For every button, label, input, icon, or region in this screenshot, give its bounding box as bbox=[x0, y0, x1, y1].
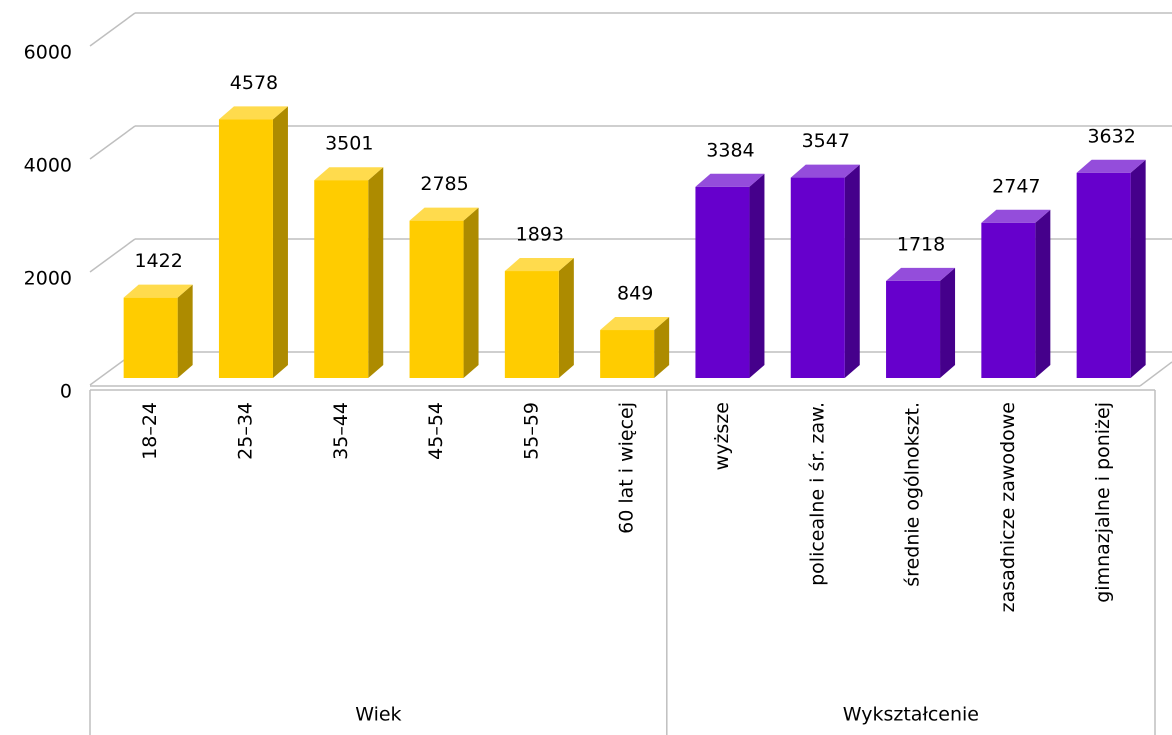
x-tick-label: 18–24 bbox=[139, 402, 161, 460]
bar bbox=[123, 297, 178, 378]
bar-side bbox=[558, 258, 574, 378]
bar bbox=[218, 119, 273, 378]
x-tick-label: zasadnicze zawodowe bbox=[997, 402, 1019, 612]
data-label: 3501 bbox=[325, 133, 373, 155]
data-label: 3384 bbox=[706, 139, 754, 161]
bar bbox=[790, 177, 845, 378]
bar-side bbox=[177, 284, 193, 378]
bar bbox=[409, 220, 464, 378]
grid-line bbox=[89, 125, 136, 160]
floor-edge bbox=[1139, 361, 1172, 387]
data-label: 2747 bbox=[992, 175, 1040, 197]
group-label: Wiek bbox=[355, 704, 401, 726]
bar-top bbox=[1076, 159, 1146, 173]
bar-top bbox=[504, 258, 574, 272]
bar-top bbox=[981, 209, 1051, 223]
data-label: 2785 bbox=[420, 173, 468, 195]
y-tick-label: 6000 bbox=[24, 42, 72, 64]
x-tick-label: gimnazjalne i poniżej bbox=[1092, 402, 1114, 603]
x-tick-label: średnie ogólnokszt. bbox=[902, 402, 924, 587]
bar-top bbox=[600, 317, 670, 331]
bar-side bbox=[940, 267, 956, 378]
bar-side bbox=[1130, 159, 1146, 378]
y-tick-label: 0 bbox=[60, 381, 72, 403]
y-tick-label: 4000 bbox=[24, 155, 72, 177]
data-label: 4578 bbox=[230, 72, 278, 94]
bar bbox=[314, 180, 369, 378]
bar-top bbox=[695, 173, 765, 187]
bar bbox=[1076, 172, 1131, 378]
x-tick-label: wyższe bbox=[711, 402, 733, 470]
x-tick-label: 60 lat i więcej bbox=[616, 402, 638, 534]
grid-line bbox=[89, 238, 136, 273]
bar bbox=[504, 271, 559, 378]
data-label: 1422 bbox=[134, 250, 182, 272]
data-label: 849 bbox=[617, 283, 653, 305]
bar bbox=[600, 330, 655, 378]
x-tick-label: 35–44 bbox=[330, 402, 352, 460]
bar-top bbox=[218, 106, 288, 120]
bar-side bbox=[463, 207, 479, 378]
data-label: 1718 bbox=[897, 233, 945, 255]
y-tick-label: 2000 bbox=[24, 268, 72, 290]
bar-side bbox=[844, 164, 860, 378]
x-tick-label: 25–34 bbox=[234, 402, 256, 460]
bar-top bbox=[886, 267, 956, 281]
bar-side bbox=[749, 173, 765, 378]
x-tick-label: 55–59 bbox=[520, 402, 542, 460]
bar-top bbox=[409, 207, 479, 221]
x-tick-label: policealne i śr. zaw. bbox=[806, 402, 828, 586]
bar-top bbox=[123, 284, 193, 298]
bar-side bbox=[272, 106, 288, 378]
data-label: 3632 bbox=[1087, 125, 1135, 147]
bar-top bbox=[790, 164, 860, 178]
data-label: 3547 bbox=[802, 130, 850, 152]
bar-side bbox=[654, 317, 670, 378]
bar-side bbox=[368, 167, 384, 378]
data-label: 1893 bbox=[516, 224, 564, 246]
x-tick-label: 45–54 bbox=[425, 402, 447, 460]
bar bbox=[695, 186, 750, 378]
grid-line bbox=[89, 12, 136, 47]
bar bbox=[886, 280, 941, 378]
group-label: Wykształcenie bbox=[843, 704, 979, 726]
bar-top bbox=[314, 167, 384, 181]
bar-side bbox=[1035, 209, 1051, 378]
bar bbox=[981, 222, 1036, 378]
